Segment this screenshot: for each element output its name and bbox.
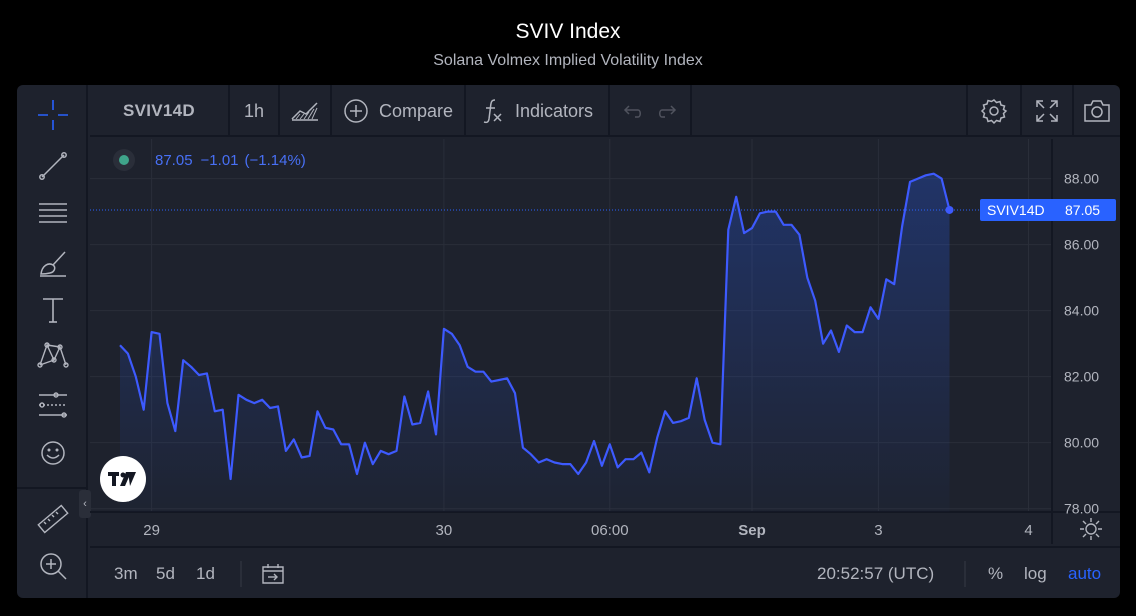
pattern-icon	[37, 342, 69, 368]
x-tick-label: 06:00	[591, 522, 629, 539]
series-area	[120, 173, 950, 512]
symbol-search-button[interactable]: SVIV14D	[122, 101, 196, 120]
x-tick-label: 29	[143, 522, 160, 539]
bottom-toolbar: 3m 5d 1d 20:52:57 (UTC) % log auto	[90, 546, 1120, 598]
left-toolbar	[17, 85, 88, 598]
ruler-icon	[37, 504, 69, 534]
undo-icon	[623, 105, 641, 118]
undo-button[interactable]	[616, 85, 648, 137]
calendar-range-icon	[262, 564, 284, 584]
x-tick-label: Sep	[738, 522, 766, 539]
emoji-icon	[41, 441, 65, 465]
y-tick-label: 78.00	[1064, 501, 1099, 517]
x-tick-label: 30	[436, 522, 453, 539]
y-tick-label: 80.00	[1064, 435, 1099, 451]
series-legend: 87.05 −1.01 (−1.14%)	[113, 149, 306, 171]
page-subtitle: Solana Volmex Implied Volatility Index	[433, 52, 703, 69]
range-5d-button[interactable]: 5d	[156, 564, 175, 583]
indicators-label: Indicators	[514, 100, 594, 121]
compare-label: Compare	[378, 100, 454, 121]
price-chart[interactable]: 78.00 80.00 82.00 84.00 86.00 88.00 29 30 06:00…	[90, 139, 1120, 544]
axis-settings-button[interactable]	[1076, 514, 1106, 544]
compare-button[interactable]: Compare	[332, 85, 464, 137]
crosshair-icon	[38, 100, 68, 130]
y-tick-label: 84.00	[1064, 303, 1099, 319]
fullscreen-button[interactable]	[1022, 85, 1072, 137]
toolbar-divider	[17, 487, 88, 489]
log-scale-toggle[interactable]: log	[1024, 564, 1047, 583]
collapse-toolbar-button[interactable]: ‹	[79, 490, 91, 518]
percent-scale-toggle[interactable]: %	[988, 564, 1004, 583]
x-tick-label: 4	[1024, 522, 1032, 539]
y-tick-label: 88.00	[1064, 171, 1099, 187]
trend-line-tool[interactable]	[33, 148, 73, 184]
settings-button[interactable]	[968, 85, 1020, 137]
brush-tool[interactable]	[33, 245, 73, 281]
zoom-in-icon	[40, 553, 67, 580]
sun-settings-icon	[1080, 518, 1102, 540]
tradingview-logo[interactable]	[100, 456, 146, 502]
interval-button[interactable]: 1h	[243, 100, 265, 121]
brush-icon	[40, 251, 66, 277]
fullscreen-icon	[1036, 100, 1058, 122]
camera-icon	[1084, 100, 1110, 122]
x-tick-label: 3	[874, 522, 882, 539]
text-tool[interactable]	[33, 292, 73, 328]
legend-value: 87.05	[155, 151, 193, 169]
series-line[interactable]	[119, 172, 951, 481]
prediction-tool[interactable]	[33, 387, 73, 423]
price-label-symbol: SVIV14D	[987, 202, 1045, 218]
plus-circle-icon	[344, 99, 368, 123]
auto-scale-toggle[interactable]: auto	[1068, 564, 1102, 583]
chart-area[interactable]: 78.00 80.00 82.00 84.00 86.00 88.00 29 30 06:00…	[90, 139, 1120, 544]
crosshair-tool[interactable]	[33, 97, 73, 133]
horizontal-lines-icon	[39, 203, 67, 223]
range-1d-button[interactable]: 1d	[196, 564, 215, 583]
page-title: SVIV Index	[515, 20, 621, 43]
legend-change: −1.01	[200, 151, 239, 169]
emoji-tool[interactable]	[33, 435, 73, 471]
screenshot-button[interactable]	[1074, 85, 1120, 137]
price-label-box	[980, 198, 1116, 221]
last-point-marker	[945, 205, 954, 214]
redo-button[interactable]	[652, 85, 684, 137]
chart-widget: ‹ SVIV14D 1h Compare Indicators	[17, 85, 1120, 598]
gear-icon	[980, 99, 1008, 125]
zoom-in-tool[interactable]	[33, 548, 73, 584]
function-icon	[483, 99, 502, 124]
y-tick-label: 86.00	[1064, 237, 1099, 253]
area-chart-icon	[291, 102, 318, 121]
date-range-button[interactable]	[260, 548, 286, 598]
chart-type-button[interactable]	[280, 85, 330, 137]
ruler-tool[interactable]	[33, 501, 73, 537]
prediction-icon	[39, 392, 67, 418]
indicators-button[interactable]: Indicators	[466, 85, 608, 137]
y-tick-label: 82.00	[1064, 369, 1099, 385]
top-toolbar: SVIV14D 1h Compare Indicators	[90, 85, 1120, 137]
legend-change-pct: (−1.14%)	[244, 151, 306, 169]
price-label-value: 87.05	[1065, 202, 1100, 218]
redo-icon	[659, 105, 677, 118]
range-3m-button[interactable]: 3m	[114, 564, 138, 583]
tradingview-logo-icon	[108, 472, 136, 486]
utc-clock[interactable]: 20:52:57 (UTC)	[817, 564, 935, 583]
legend-status-indicator[interactable]	[113, 149, 135, 171]
text-icon	[43, 298, 63, 323]
horizontal-lines-tool[interactable]	[33, 195, 73, 231]
trend-line-icon	[39, 152, 67, 180]
pattern-tool[interactable]	[33, 337, 73, 373]
